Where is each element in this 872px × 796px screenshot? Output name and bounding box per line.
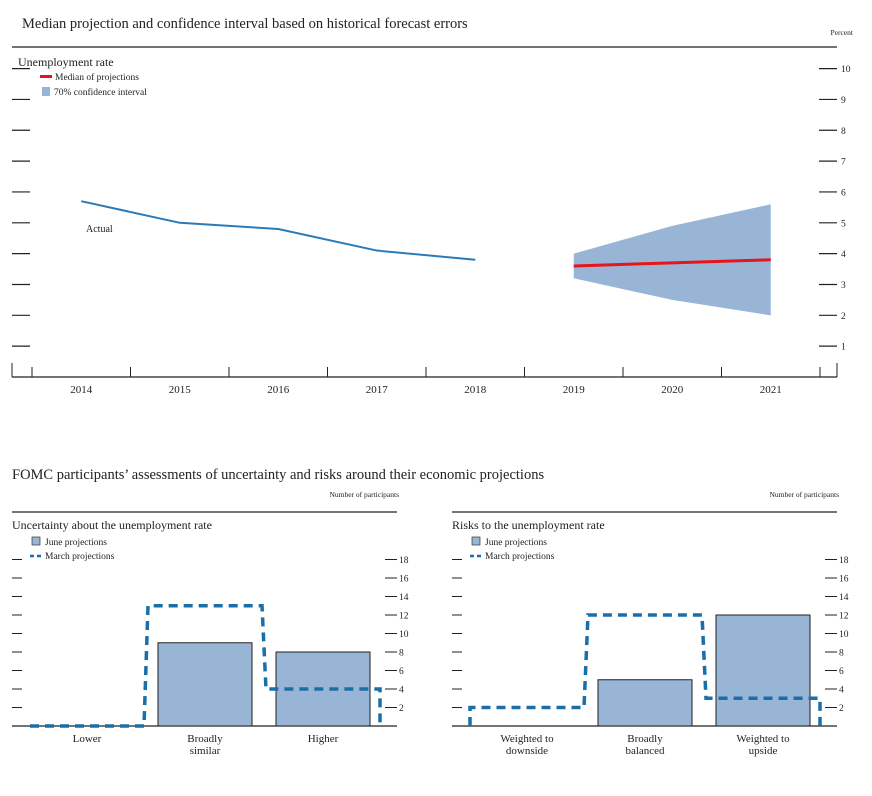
category-label: Weighted to	[736, 733, 790, 745]
y-tick-label: 12	[839, 612, 849, 622]
y-tick-label: 8	[839, 649, 844, 659]
y-tick-label: 6	[841, 188, 846, 198]
legend-median-swatch	[40, 75, 52, 78]
actual-line	[81, 200, 476, 261]
x-tick-label: 2017	[366, 384, 389, 396]
bottom-group-title: FOMC participants’ assessments of uncert…	[12, 467, 544, 483]
y-tick-label: 12	[399, 612, 409, 622]
confidence-band	[573, 204, 771, 316]
x-tick-label: 2016	[267, 384, 290, 396]
x-tick-label: 2020	[661, 384, 684, 396]
june-bar	[597, 679, 693, 727]
y-tick-label: 4	[399, 686, 404, 696]
top-chart-title: Median projection and confidence interva…	[22, 16, 468, 32]
category-label: Lower	[73, 733, 102, 745]
y-tick-label: 8	[841, 127, 846, 137]
x-tick-label: 2014	[70, 384, 93, 396]
march-dashed-line	[468, 613, 822, 726]
legend-june-swatch	[471, 536, 481, 546]
top-subtitle: Unemployment rate	[18, 55, 114, 69]
x-tick-label: 2015	[169, 384, 192, 396]
category-label: downside	[506, 745, 548, 757]
y-tick-label: 1	[841, 343, 846, 353]
y-tick-label: 16	[839, 575, 849, 585]
y-tick-label: 10	[841, 65, 851, 75]
y-tick-label: 14	[839, 593, 849, 603]
y-tick-label: 18	[839, 556, 849, 566]
y-tick-label: 6	[399, 667, 404, 677]
category-label: balanced	[625, 745, 665, 757]
legend-march-label: March projections	[45, 552, 115, 562]
y-tick-label: 16	[399, 575, 409, 585]
category-label: upside	[749, 745, 778, 757]
y-tick-label: 7	[841, 158, 846, 168]
panel-title: Uncertainty about the unemployment rate	[12, 518, 212, 532]
y-tick-label: 2	[399, 704, 404, 714]
y-tick-label: 10	[839, 630, 849, 640]
category-label: similar	[190, 745, 221, 757]
legend-june-label: June projections	[485, 538, 547, 548]
y-tick-label: 18	[399, 556, 409, 566]
x-tick-label: 2021	[760, 384, 782, 396]
category-label: Weighted to	[500, 733, 554, 745]
category-label: Higher	[308, 733, 339, 745]
top-unit-label: Percent	[831, 28, 854, 37]
unit-label: Number of participants	[329, 490, 399, 499]
legend-ci-swatch	[42, 87, 50, 96]
x-tick-label: 2018	[464, 384, 487, 396]
march-dashed-line	[30, 604, 382, 728]
june-bar	[157, 642, 253, 727]
category-label: Broadly	[187, 733, 223, 745]
unit-label: Number of participants	[769, 490, 839, 499]
y-tick-label: 5	[841, 219, 846, 229]
y-tick-label: 14	[399, 593, 409, 603]
category-label: Broadly	[627, 733, 663, 745]
legend-ci-label: 70% confidence interval	[54, 87, 147, 98]
legend-median-label: Median of projections	[55, 72, 139, 83]
y-tick-label: 3	[841, 281, 846, 291]
june-bar	[715, 614, 811, 727]
y-tick-label: 4	[841, 250, 846, 260]
legend-march-label: March projections	[485, 552, 555, 562]
x-tick-label: 2019	[563, 384, 586, 396]
y-tick-label: 4	[839, 686, 844, 696]
y-tick-label: 10	[399, 630, 409, 640]
actual-annotation: Actual	[86, 224, 113, 235]
y-tick-label: 6	[839, 667, 844, 677]
y-tick-label: 2	[839, 704, 844, 714]
y-tick-label: 2	[841, 312, 846, 322]
panel-title: Risks to the unemployment rate	[452, 518, 605, 532]
y-tick-label: 9	[841, 96, 846, 106]
legend-june-label: June projections	[45, 538, 107, 548]
y-tick-label: 8	[399, 649, 404, 659]
legend-june-swatch	[31, 536, 41, 546]
